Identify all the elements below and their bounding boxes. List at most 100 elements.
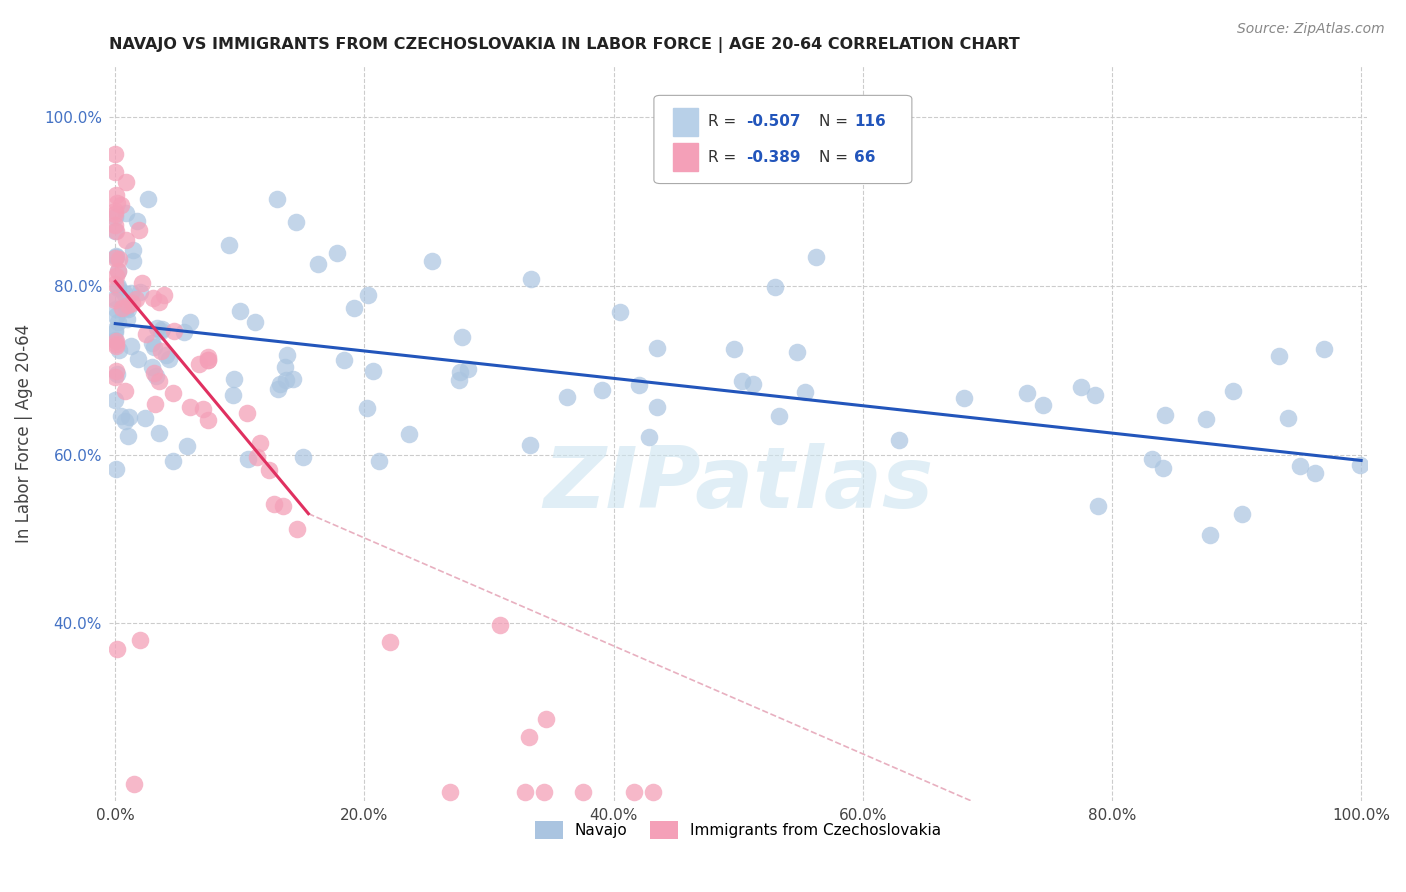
Y-axis label: In Labor Force | Age 20-64: In Labor Force | Age 20-64 <box>15 324 32 543</box>
Text: 116: 116 <box>853 114 886 129</box>
Point <box>104 301 127 316</box>
Point <box>117 298 139 312</box>
Point <box>115 206 138 220</box>
Point <box>129 633 152 648</box>
Point <box>117 301 139 316</box>
Point <box>457 361 479 376</box>
Point <box>249 435 271 450</box>
Point <box>794 385 817 400</box>
Point <box>645 341 668 355</box>
Point <box>276 348 298 362</box>
Point <box>1152 460 1174 475</box>
Point <box>150 322 173 336</box>
Point <box>627 377 650 392</box>
Point <box>450 330 472 344</box>
Point <box>357 287 380 301</box>
Point <box>104 224 127 238</box>
Point <box>638 430 661 444</box>
Point <box>125 292 148 306</box>
Point <box>1305 467 1327 481</box>
Point <box>143 397 166 411</box>
Point <box>188 357 211 371</box>
Point <box>146 321 169 335</box>
Point <box>153 288 176 302</box>
Point <box>110 198 132 212</box>
Point <box>533 785 555 799</box>
Text: -0.507: -0.507 <box>745 114 800 129</box>
Point <box>229 304 252 318</box>
Point <box>1140 452 1163 467</box>
Point <box>768 409 790 423</box>
Point <box>1289 459 1312 474</box>
Point <box>142 291 165 305</box>
Point <box>333 353 356 368</box>
Point <box>104 461 127 475</box>
FancyBboxPatch shape <box>673 143 697 171</box>
Point <box>274 359 297 374</box>
Point <box>953 391 976 405</box>
Point <box>143 366 166 380</box>
Point <box>723 342 745 356</box>
FancyBboxPatch shape <box>654 95 912 184</box>
Point <box>361 364 384 378</box>
Point <box>104 370 127 384</box>
Point <box>122 254 145 268</box>
Text: NAVAJO VS IMMIGRANTS FROM CZECHOSLOVAKIA IN LABOR FORCE | AGE 20-64 CORRELATION : NAVAJO VS IMMIGRANTS FROM CZECHOSLOVAKIA… <box>110 37 1019 54</box>
Point <box>263 497 285 511</box>
Point <box>1232 507 1254 521</box>
Point <box>105 188 128 202</box>
Point <box>120 339 142 353</box>
Point <box>129 285 152 300</box>
Point <box>107 315 129 329</box>
Point <box>274 373 297 387</box>
Point <box>513 785 536 799</box>
Point <box>591 384 613 398</box>
Point <box>118 409 141 424</box>
Point <box>439 785 461 799</box>
Point <box>283 372 305 386</box>
Point <box>104 293 127 307</box>
Text: R =: R = <box>709 150 741 165</box>
Point <box>155 348 177 362</box>
Point <box>246 450 269 465</box>
Point <box>104 364 127 378</box>
Point <box>197 352 219 367</box>
Point <box>104 268 127 283</box>
Point <box>236 406 259 420</box>
Point <box>114 384 136 398</box>
Point <box>107 263 129 277</box>
Text: Source: ZipAtlas.com: Source: ZipAtlas.com <box>1237 22 1385 37</box>
Point <box>1154 408 1177 422</box>
Point <box>763 280 786 294</box>
Point <box>367 454 389 468</box>
Point <box>356 401 378 415</box>
Point <box>1015 386 1038 401</box>
Point <box>104 210 127 224</box>
Point <box>449 365 471 379</box>
Point <box>517 730 540 744</box>
Point <box>125 214 148 228</box>
Point <box>222 388 245 402</box>
Point <box>104 291 127 305</box>
Text: R =: R = <box>709 114 741 129</box>
Point <box>104 309 127 323</box>
Point <box>120 286 142 301</box>
Point <box>115 234 138 248</box>
Point <box>145 368 167 383</box>
Point <box>105 641 128 656</box>
Point <box>236 452 259 467</box>
Point <box>380 635 402 649</box>
Point <box>449 373 471 387</box>
Text: N =: N = <box>818 150 852 165</box>
Point <box>1198 528 1220 542</box>
Point <box>786 345 808 359</box>
Point <box>307 257 329 271</box>
Point <box>141 336 163 351</box>
Point <box>343 301 366 316</box>
Point <box>731 374 754 388</box>
Point <box>114 414 136 428</box>
Point <box>162 386 184 401</box>
Point <box>131 277 153 291</box>
Point <box>108 343 131 358</box>
Point <box>105 196 128 211</box>
